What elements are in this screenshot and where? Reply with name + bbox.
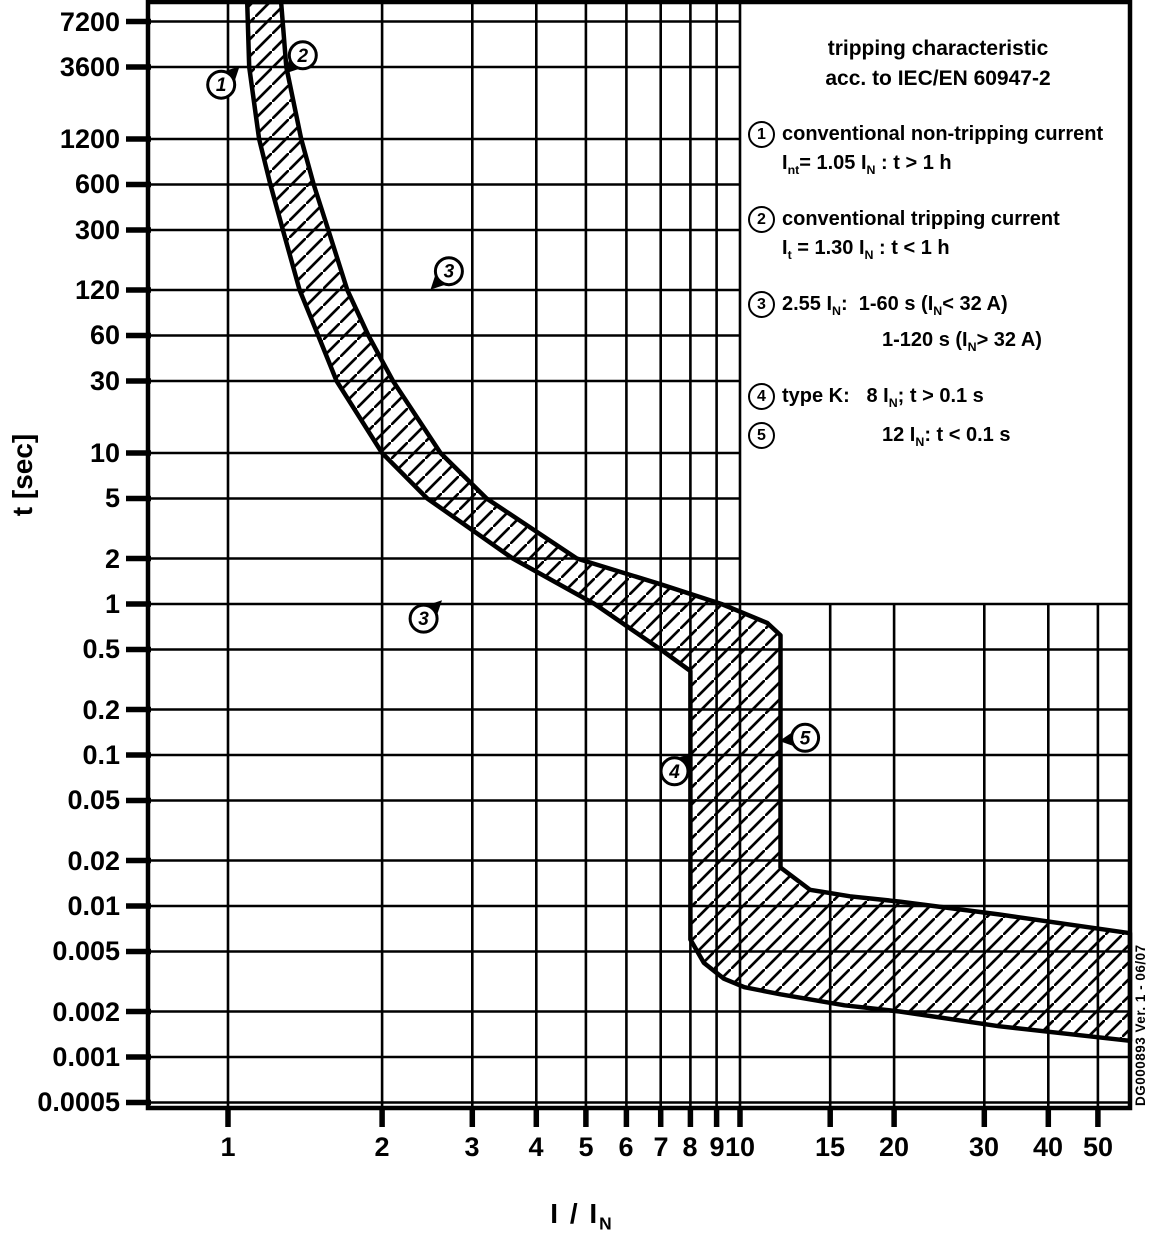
legend-item-number: 2 xyxy=(748,206,775,233)
x-tick-label: 5 xyxy=(578,1132,594,1162)
y-tick-label: 0.01 xyxy=(67,891,120,921)
callout-marker-2: 2 xyxy=(284,40,318,74)
legend-item-line: It = 1.30 IN : t < 1 h xyxy=(782,237,950,262)
y-tick-label: 30 xyxy=(89,366,120,396)
axis-ticks xyxy=(126,18,1101,1127)
y-tick-label: 0.2 xyxy=(82,695,120,725)
callout-number: 2 xyxy=(297,46,309,67)
x-tick-label: 50 xyxy=(1082,1132,1114,1162)
callout-number: 3 xyxy=(444,262,455,283)
legend-item-line: conventional non-tripping current xyxy=(782,123,1104,145)
legend-item-text: 12 IN: t < 0.1 s xyxy=(782,421,1010,457)
y-tick-label: 10 xyxy=(89,438,120,468)
legend-item-text: 2.55 IN: 1-60 s (IN< 32 A) 1-120 s (IN> 3… xyxy=(782,290,1042,362)
x-tick-label: 1 xyxy=(220,1132,236,1162)
legend-title: tripping characteristic acc. to IEC/EN 6… xyxy=(748,22,1128,94)
x-tick-label: 30 xyxy=(968,1132,1000,1162)
y-tick-label: 120 xyxy=(74,275,120,305)
legend-item-line: type K: 8 IN; t > 0.1 s xyxy=(782,385,984,410)
callout-marker-5: 5 xyxy=(779,722,821,753)
callout-number: 5 xyxy=(800,728,811,749)
y-tick-label: 0.001 xyxy=(52,1042,120,1072)
legend-items: 1 conventional non-tripping current Int= 1… xyxy=(748,120,1128,457)
y-tick-label: 0.0005 xyxy=(37,1087,120,1117)
document-code: DG000893 Ver. 1 - 06/07 xyxy=(1133,944,1148,1106)
x-tick-label: 10 xyxy=(724,1132,756,1162)
callout-marker-4: 4 xyxy=(659,752,693,787)
legend-item-text: type K: 8 IN; t > 0.1 s xyxy=(782,382,984,418)
y-tick-label: 7200 xyxy=(59,7,120,37)
y-tick-label: 600 xyxy=(74,169,120,199)
plot-frame xyxy=(145,0,1133,1111)
y-tick-label: 0.5 xyxy=(82,634,120,664)
y-tick-label: 2 xyxy=(104,544,120,574)
legend-item-number: 1 xyxy=(748,121,775,148)
y-tick-label: 3600 xyxy=(59,52,120,82)
x-tick-label: 8 xyxy=(682,1132,698,1162)
y-tick-label: 60 xyxy=(89,320,120,350)
legend-item-line: 1-120 s (IN> 32 A) xyxy=(882,329,1042,354)
callout-circle xyxy=(408,603,439,634)
y-tick-label: 300 xyxy=(74,215,120,245)
x-tick-label: 2 xyxy=(374,1132,390,1162)
callout-marker-1: 1 xyxy=(206,66,240,100)
x-tick-label: 20 xyxy=(878,1132,910,1162)
y-tick-label: 5 xyxy=(104,483,120,513)
y-tick-label: 0.002 xyxy=(52,997,120,1027)
callout-circle xyxy=(790,722,821,753)
callout-circle xyxy=(206,69,237,100)
legend-item-text: conventional tripping current It = 1.30 I… xyxy=(782,205,1060,270)
legend-item-5: 5 12 IN: t < 0.1 s xyxy=(748,421,1128,457)
callout-number: 1 xyxy=(216,75,227,96)
x-tick-label: 9 xyxy=(709,1132,725,1162)
y-tick-label: 1 xyxy=(104,589,120,619)
y-tick-label: 0.005 xyxy=(52,936,120,966)
callout-circle xyxy=(287,40,318,71)
legend-item-4: 4 type K: 8 IN; t > 0.1 s xyxy=(748,382,1128,418)
legend-item-text: conventional non-tripping current Int= 1.… xyxy=(782,120,1103,185)
x-axis-title: I / IN xyxy=(550,1198,614,1234)
x-tick-label: 4 xyxy=(528,1132,544,1162)
x-tick-label: 3 xyxy=(464,1132,480,1162)
legend-item-1: 1 conventional non-tripping current Int= 1… xyxy=(748,120,1128,185)
legend-title-line1: tripping characteristic xyxy=(827,37,1049,60)
x-tick-label: 7 xyxy=(653,1132,669,1162)
y-axis-title: t [sec] xyxy=(7,433,38,517)
callout-number: 3 xyxy=(418,609,429,630)
x-tick-label: 15 xyxy=(814,1132,846,1162)
y-tick-label: 0.05 xyxy=(67,785,120,815)
y-tick-label: 1200 xyxy=(59,124,120,154)
legend-item-2: 2 conventional tripping current It = 1.30 … xyxy=(748,205,1128,270)
legend-title-line2: acc. to IEC/EN 60947-2 xyxy=(825,67,1051,90)
legend-item-3: 3 2.55 IN: 1-60 s (IN< 32 A) 1-120 s (IN> … xyxy=(748,290,1128,362)
y-tick-label: 0.02 xyxy=(67,846,120,876)
legend-item-line: conventional tripping current xyxy=(782,208,1060,230)
x-tick-label: 40 xyxy=(1032,1132,1064,1162)
legend-item-line: 12 IN: t < 0.1 s xyxy=(882,424,1011,449)
y-tick-label: 0.1 xyxy=(82,740,120,770)
callout-circle xyxy=(659,756,690,787)
callout-number: 4 xyxy=(668,762,680,783)
legend-item-line: Int= 1.05 IN : t > 1 h xyxy=(782,152,952,177)
x-tick-label: 6 xyxy=(618,1132,634,1162)
callout-marker-3: 3 xyxy=(408,600,442,634)
callout-marker-3: 3 xyxy=(430,256,464,290)
legend-panel: tripping characteristic acc. to IEC/EN 6… xyxy=(748,22,1128,457)
grid-lines xyxy=(148,2,1130,1108)
legend-item-number: 4 xyxy=(748,383,775,410)
legend-item-number: 5 xyxy=(748,422,775,449)
callout-circle xyxy=(433,256,464,287)
legend-item-line: 2.55 IN: 1-60 s (IN< 32 A) xyxy=(782,293,1008,318)
legend-item-number: 3 xyxy=(748,291,775,318)
